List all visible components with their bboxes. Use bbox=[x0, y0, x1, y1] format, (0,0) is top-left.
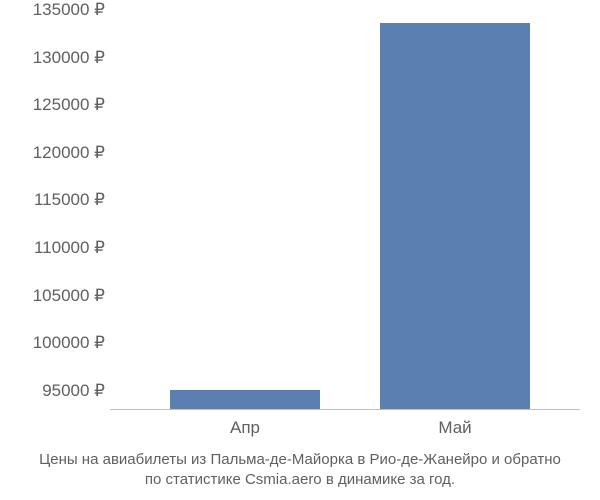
caption-line-1: Цены на авиабилеты из Пальма-де-Майорка … bbox=[0, 450, 600, 470]
y-axis-labels: 95000 ₽ 100000 ₽ 105000 ₽ 110000 ₽ 115000 ₽ 1… bbox=[0, 10, 105, 410]
y-tick-label: 130000 ₽ bbox=[0, 48, 105, 68]
bar-Май bbox=[380, 23, 530, 409]
y-tick-label: 100000 ₽ bbox=[0, 333, 105, 353]
y-tick-label: 120000 ₽ bbox=[0, 143, 105, 163]
chart-caption: Цены на авиабилеты из Пальма-де-Майорка … bbox=[0, 450, 600, 491]
x-tick-label: Апр bbox=[230, 418, 260, 438]
bar-Апр bbox=[170, 390, 320, 409]
plot-area bbox=[110, 10, 580, 410]
y-tick-label: 110000 ₽ bbox=[0, 238, 105, 258]
x-axis-labels: Апр Май bbox=[110, 418, 580, 443]
y-tick-label: 115000 ₽ bbox=[0, 190, 105, 210]
y-tick-label: 125000 ₽ bbox=[0, 95, 105, 115]
caption-line-2: по статистике Csmia.aero в динамике за г… bbox=[0, 470, 600, 490]
y-tick-label: 105000 ₽ bbox=[0, 286, 105, 306]
y-tick-label: 95000 ₽ bbox=[0, 381, 105, 401]
price-chart: 95000 ₽ 100000 ₽ 105000 ₽ 110000 ₽ 115000 ₽ 1… bbox=[0, 0, 600, 500]
y-tick-label: 135000 ₽ bbox=[0, 0, 105, 20]
x-tick-label: Май bbox=[438, 418, 471, 438]
